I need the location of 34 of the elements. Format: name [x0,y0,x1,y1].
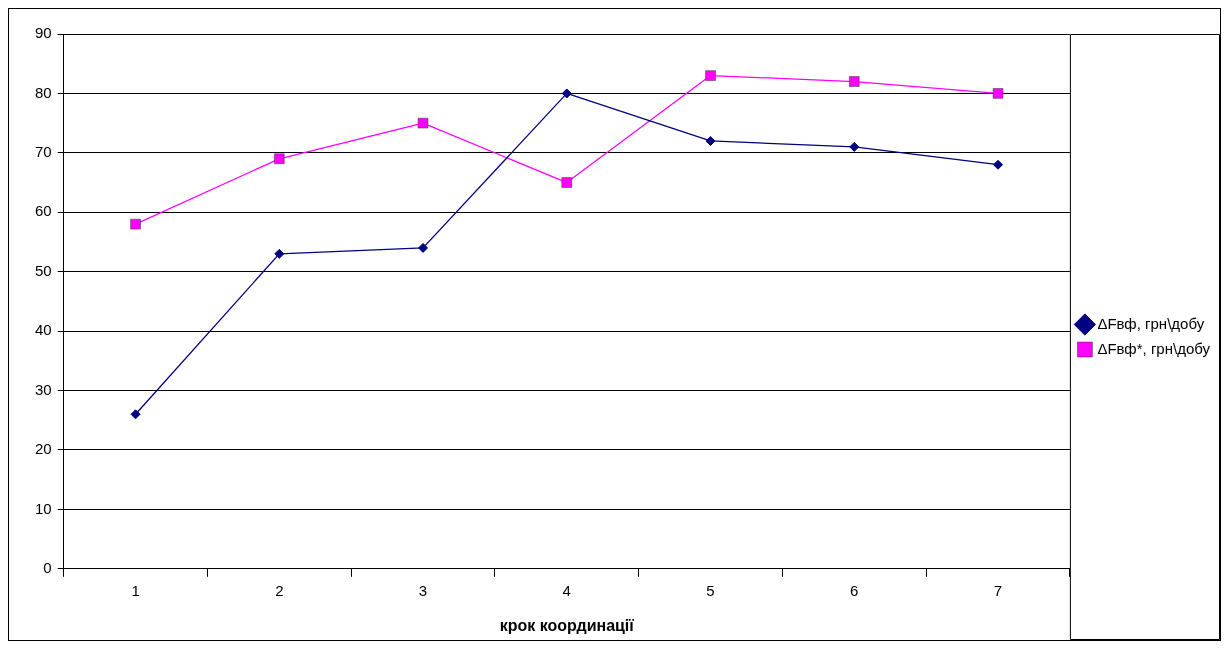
point [418,242,429,253]
point [849,141,860,152]
x-tick-label: 4 [562,581,571,599]
point [417,117,429,129]
point [993,159,1004,170]
point [849,76,860,87]
y-tick-label: 90 [35,24,52,42]
legend-label: ΔFвф*, грн\добу [1097,339,1211,357]
point [992,88,1004,99]
point [274,248,285,259]
y-tick-label: 20 [35,440,52,458]
point [561,177,572,188]
y-tick-label: 30 [35,380,52,398]
y-tick-label: 70 [35,142,52,160]
point [705,70,716,81]
x-tick-label: 3 [418,581,428,599]
point [274,153,285,164]
x-tick-label: 5 [706,581,715,599]
y-tick-label: 40 [35,321,52,339]
y-tick-label: 0 [43,558,52,576]
y-tick-label: 50 [35,261,52,279]
y-tick-label: 60 [35,202,52,220]
y-tick-label: 80 [35,83,52,101]
point [705,135,716,146]
y-tick-label: 10 [35,499,52,517]
x-tick-label: 7 [993,581,1003,599]
x-axis-title: крок координації [499,616,635,634]
point [130,218,141,230]
x-tick-label: 6 [850,581,859,599]
legend-label: ΔFвф, грн\добу [1097,314,1205,332]
x-tick-label: 1 [131,581,140,599]
point [130,409,141,420]
x-tick-label: 2 [275,581,284,599]
point [561,88,572,99]
